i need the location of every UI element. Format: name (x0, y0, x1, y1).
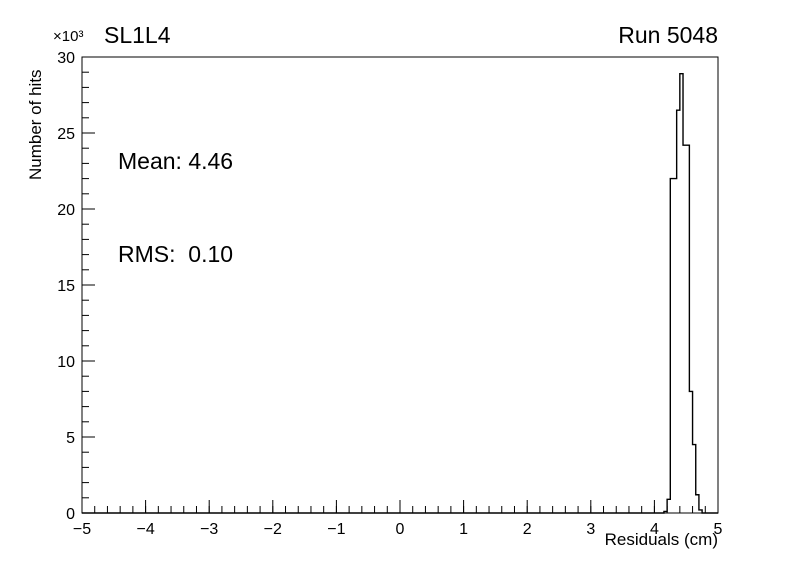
x-axis-title: Residuals (cm) (604, 530, 718, 549)
x-tick-label: −4 (136, 521, 154, 538)
y-tick-label: 25 (57, 126, 75, 143)
x-tick-label: −1 (327, 521, 345, 538)
y-tick-label: 10 (57, 354, 75, 371)
x-tick-label: 1 (459, 521, 468, 538)
x-tick-label: −5 (73, 521, 91, 538)
run-number-label: Run 5048 (618, 22, 718, 48)
y-tick-label: 0 (66, 506, 75, 523)
y-tick-label: 30 (57, 50, 75, 67)
y-tick-label: 20 (57, 202, 75, 219)
x-tick-label: −3 (200, 521, 218, 538)
x-tick-label: 5 (714, 521, 723, 538)
x-tick-label: −2 (264, 521, 282, 538)
x-tick-label: 0 (396, 521, 405, 538)
x-tick-label: 2 (523, 521, 532, 538)
y-axis-title: Number of hits (26, 69, 45, 180)
y-tick-label: 5 (66, 430, 75, 447)
y-axis-scale-exponent: ×10³ (53, 28, 84, 45)
x-tick-label: 3 (586, 521, 595, 538)
stats-mean: Mean: 4.46 (118, 148, 234, 174)
stats-rms: RMS: 0.10 (118, 241, 234, 267)
histogram-line (82, 73, 718, 514)
plot-title: SL1L4 (104, 22, 171, 48)
y-tick-label: 15 (57, 278, 75, 295)
stats-box: Mean: 4.46 RMS: 0.10 (118, 84, 233, 332)
x-tick-label: 4 (650, 521, 659, 538)
